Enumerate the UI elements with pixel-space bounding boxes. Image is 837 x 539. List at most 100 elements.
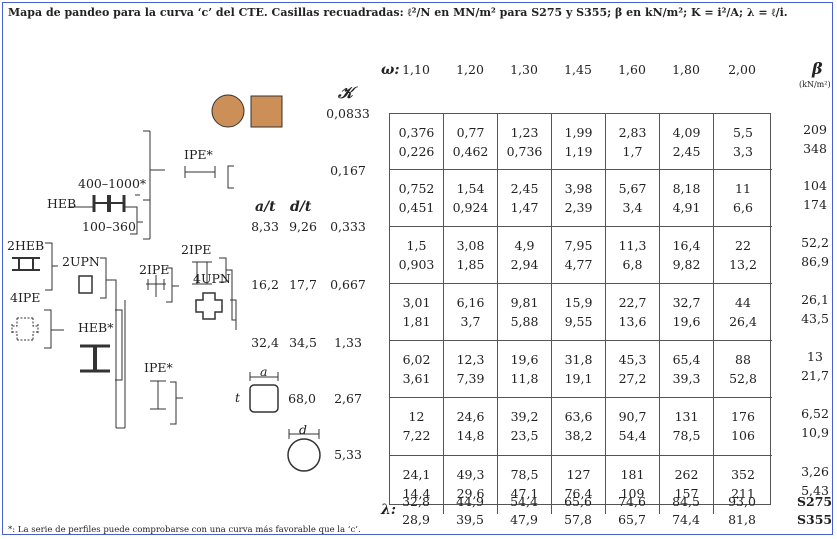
- cell-value-s275: 127: [566, 467, 591, 482]
- label-2ipe-b: 2IPE: [139, 262, 170, 277]
- cell-value-s355: 3,61: [402, 371, 431, 386]
- cell-value-s275: 4,09: [672, 125, 701, 140]
- cell-value-s355: 0,451: [398, 200, 435, 215]
- cell-value-s355: 14,8: [456, 428, 485, 443]
- table-cell: 16,4 9,82: [660, 227, 714, 284]
- cell-value-s275: 5,5: [733, 125, 753, 140]
- cell-value-s275: 3,01: [402, 295, 431, 310]
- beta-value: 5,43: [801, 483, 829, 498]
- label-ipe-star-bottom: IPE*: [144, 360, 173, 375]
- cell-value-s355: 3,4: [622, 200, 643, 215]
- cell-value-s275: 8,18: [672, 181, 701, 196]
- cell-value-s355: 13,2: [729, 257, 757, 272]
- kappa-value: 1,33: [334, 335, 362, 350]
- table-cell: 1,54 0,924: [444, 170, 498, 227]
- beta-value: 10,9: [801, 425, 829, 440]
- beta-value: 26,1: [801, 292, 829, 307]
- omega-value: 2,00: [728, 62, 756, 77]
- cell-value-s275: 5,67: [618, 181, 647, 196]
- omega-symbol: ω:: [381, 62, 400, 78]
- lambda-value: 74,4: [672, 512, 700, 527]
- at-value: 32,4: [251, 335, 279, 350]
- label-2upn: 2UPN: [62, 254, 100, 269]
- dt-value: 34,5: [289, 335, 317, 350]
- cell-value-s275: 78,5: [510, 467, 539, 482]
- cell-value-s275: 88: [735, 352, 751, 367]
- cell-value-s355: 1,81: [402, 314, 431, 329]
- cell-value-s275: 49,3: [456, 467, 485, 482]
- table-cell: 7,95 4,77: [552, 227, 606, 284]
- cell-value-s275: 22,7: [618, 295, 647, 310]
- lambda-value: 39,5: [456, 512, 484, 527]
- cell-value-s275: 4,9: [514, 238, 535, 253]
- cell-value-s355: 54,4: [618, 428, 647, 443]
- cell-value-s275: 63,6: [564, 409, 593, 424]
- cell-value-s355: 157: [674, 486, 699, 501]
- table-cell: 2,83 1,7: [606, 114, 660, 170]
- solid-circle-icon: [211, 94, 245, 128]
- label-heb: HEB: [47, 196, 77, 211]
- kappa-value: 0,333: [330, 219, 366, 234]
- table-cell: 44 26,4: [714, 284, 772, 341]
- table-cell: 352 211: [714, 456, 772, 514]
- label-dim-t: t: [235, 390, 241, 405]
- lambda-value: 84,5: [672, 494, 700, 509]
- cell-value-s355: 23,5: [510, 428, 539, 443]
- lambda-value: 65,6: [564, 494, 592, 509]
- table-cell: 90,7 54,4: [606, 398, 660, 456]
- cell-value-s355: 0,903: [398, 257, 435, 272]
- table-cell: 6,16 3,7: [444, 284, 498, 341]
- kappa-value: 5,33: [334, 447, 362, 462]
- cell-value-s355: 26,4: [729, 314, 757, 329]
- beta-value: 3,26: [801, 464, 829, 479]
- cell-value-s355: 27,2: [618, 371, 647, 386]
- cell-value-s275: 352: [731, 467, 755, 482]
- cell-value-s355: 1,47: [510, 200, 539, 215]
- label-dim-d: d: [299, 422, 308, 437]
- cell-value-s355: 76,4: [564, 486, 593, 501]
- cell-value-s275: 6,02: [402, 352, 431, 367]
- cell-value-s275: 1,54: [456, 181, 485, 196]
- table-cell: 63,6 38,2: [552, 398, 606, 456]
- cell-value-s275: 24,1: [402, 467, 431, 482]
- table-cell: 0,77 0,462: [444, 114, 498, 170]
- cell-value-s355: 4,91: [672, 200, 701, 215]
- beta-unit: (kN/m²): [799, 80, 831, 89]
- table-cell: 49,3 29,6: [444, 456, 498, 514]
- cell-value-s355: 19,1: [564, 371, 593, 386]
- cell-value-s355: 19,6: [672, 314, 701, 329]
- table-cell: 0,376 0,226: [390, 114, 444, 170]
- dt-header: d/t: [290, 199, 312, 215]
- dt-value: 9,26: [289, 219, 317, 234]
- table-cell: 1,99 1,19: [552, 114, 606, 170]
- table-cell: 1,5 0,903: [390, 227, 444, 284]
- table-cell: 6,02 3,61: [390, 341, 444, 398]
- cell-value-s275: 3,08: [456, 238, 485, 253]
- beta-value: 86,9: [801, 254, 829, 269]
- omega-value: 1,10: [402, 62, 430, 77]
- label-4ipe: 4IPE: [10, 290, 41, 305]
- cell-value-s355: 0,736: [506, 144, 543, 159]
- table-cell: 32,7 19,6: [660, 284, 714, 341]
- cell-value-s355: 9,82: [672, 257, 701, 272]
- cell-value-s275: 0,752: [398, 181, 435, 196]
- cell-value-s275: 7,95: [564, 238, 593, 253]
- cell-value-s275: 1,99: [564, 125, 593, 140]
- label-4upn: 4UPN: [193, 271, 231, 286]
- cell-value-s355: 6,6: [733, 200, 753, 215]
- beta-value: 21,7: [801, 368, 829, 383]
- table-cell: 31,8 19,1: [552, 341, 606, 398]
- table-cell: 39,2 23,5: [498, 398, 552, 456]
- cell-value-s275: 19,6: [510, 352, 539, 367]
- table-cell: 3,01 1,81: [390, 284, 444, 341]
- table-cell: 19,6 11,8: [498, 341, 552, 398]
- lambda-value: 28,9: [402, 512, 430, 527]
- cell-value-s355: 0,462: [452, 144, 489, 159]
- cell-value-s275: 176: [731, 409, 755, 424]
- cell-value-s355: 11,8: [510, 371, 539, 386]
- beta-value: 6,52: [801, 406, 829, 421]
- cell-value-s275: 90,7: [618, 409, 647, 424]
- at-value: 16,2: [251, 277, 279, 292]
- cell-value-s355: 2,39: [564, 200, 593, 215]
- cell-value-s275: 39,2: [510, 409, 539, 424]
